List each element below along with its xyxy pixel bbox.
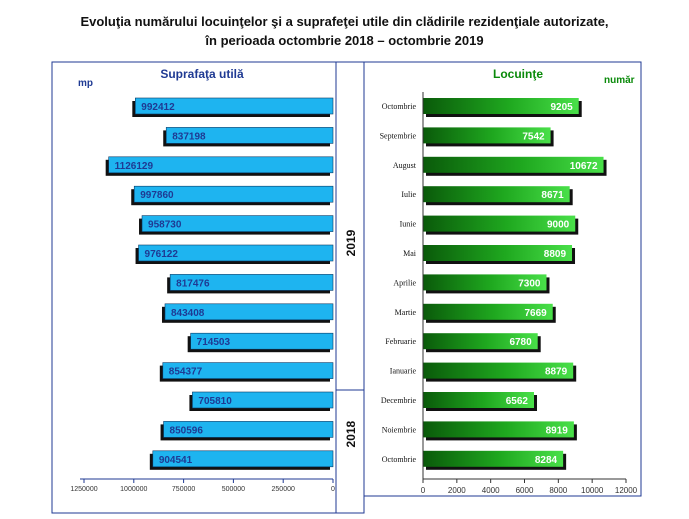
left-panel: Suprafaţa utilă mp 992412 837198 1126129 9978… — [70, 67, 335, 493]
chart-frame — [51, 61, 642, 514]
right-bar-label: 9000 — [547, 220, 570, 231]
right-bar-label: 7542 — [522, 131, 545, 142]
right-bar — [423, 186, 570, 203]
left-bar — [165, 127, 334, 144]
year-label: 2019 — [344, 229, 358, 256]
right-tick-label: 12000 — [615, 486, 638, 495]
right-tick-label: 0 — [421, 486, 426, 495]
right-panel-border — [363, 61, 642, 497]
category-label: Decembrie — [381, 396, 417, 405]
left-bar — [141, 215, 334, 232]
right-bar-label: 7669 — [524, 308, 547, 319]
category-label: Octombrie — [382, 102, 417, 111]
category-label: Mai — [403, 249, 417, 258]
right-unit-label: număr — [604, 75, 635, 86]
category-label: Septembrie — [380, 131, 417, 140]
chart-title-line2: în perioada octombrie 2018 – octombrie 2… — [205, 33, 484, 48]
right-bar-label: 6562 — [506, 396, 529, 407]
right-bar — [423, 392, 535, 408]
right-bar-label: 10672 — [570, 161, 598, 172]
left-bar-label: 714503 — [197, 337, 231, 348]
right-bar-label: 8879 — [545, 367, 568, 378]
right-bar — [423, 156, 604, 173]
left-bar-label: 958730 — [148, 220, 182, 231]
left-tick-label: 500000 — [222, 486, 245, 493]
right-bar-label: 6780 — [509, 337, 532, 348]
right-bar — [423, 333, 538, 350]
left-bar — [164, 303, 334, 321]
right-tick-label: 6000 — [516, 486, 534, 495]
left-bar-label: 850596 — [170, 425, 204, 436]
left-bar — [192, 391, 334, 409]
right-bar — [423, 127, 551, 144]
left-bar — [108, 156, 334, 174]
right-bar — [423, 450, 564, 467]
left-bar — [190, 332, 334, 350]
right-bar — [423, 98, 579, 114]
right-bar-label: 9205 — [550, 102, 573, 113]
left-bar — [135, 97, 334, 115]
left-bar — [163, 421, 334, 438]
left-bar-label: 1126129 — [115, 161, 154, 172]
left-panel-title: Suprafaţa utilă — [160, 67, 244, 81]
category-label: Noiembrie — [382, 425, 417, 434]
right-bar — [423, 303, 553, 320]
left-tick-label: 1000000 — [120, 486, 147, 493]
left-bar-label: 976122 — [145, 249, 179, 260]
left-bar — [162, 362, 334, 379]
right-bar — [423, 362, 574, 379]
right-tick-label: 4000 — [482, 486, 500, 495]
year-label: 2018 — [344, 420, 358, 447]
right-panel: Locuinţe număr 9205 Octombrie 7542 Septembrie… — [380, 67, 638, 495]
right-bar-label: 8671 — [541, 190, 564, 201]
left-tick-label: 250000 — [272, 486, 295, 493]
left-bar-label: 705810 — [198, 396, 232, 407]
left-tick-label: 0 — [331, 486, 335, 493]
left-bar — [133, 185, 334, 203]
right-tick-label: 2000 — [448, 486, 466, 495]
category-label: Februarie — [385, 337, 416, 346]
right-bar-label: 8919 — [546, 425, 569, 436]
right-tick-label: 8000 — [549, 486, 567, 495]
left-bar-label: 843408 — [171, 308, 205, 319]
right-bar-label: 8809 — [544, 249, 567, 260]
left-unit-label: mp — [78, 78, 93, 89]
right-bar — [423, 274, 547, 291]
right-bar-label: 8284 — [535, 455, 558, 466]
right-bar — [423, 421, 574, 438]
left-bar-label: 904541 — [159, 455, 193, 466]
category-label: Iunie — [400, 220, 417, 229]
category-label: Ianuarie — [390, 367, 417, 376]
left-tick-label: 1250000 — [70, 486, 97, 493]
left-bar — [152, 450, 334, 468]
right-bar — [423, 215, 576, 232]
right-panel-title: Locuinţe — [493, 67, 543, 81]
right-tick-label: 10000 — [581, 486, 604, 495]
left-tick-label: 750000 — [172, 486, 195, 493]
chart-title-line1: Evoluţia numărului locuinţelor şi a supr… — [80, 14, 609, 29]
left-bar — [169, 274, 334, 291]
right-bar-label: 7300 — [518, 278, 541, 289]
left-bar — [138, 244, 334, 262]
right-bar — [423, 245, 573, 261]
left-bar-label: 817476 — [176, 278, 210, 289]
category-label: Aprilie — [393, 278, 416, 287]
category-label: Martie — [395, 308, 417, 317]
left-bar-label: 997860 — [140, 190, 174, 201]
year-column: 2019 2018 — [336, 229, 364, 447]
category-label: Iulie — [401, 190, 416, 199]
left-bar-label: 854377 — [169, 367, 203, 378]
left-bar-label: 837198 — [172, 131, 206, 142]
category-label: Octombrie — [382, 455, 417, 464]
category-label: August — [393, 161, 417, 170]
left-bar-label: 992412 — [141, 102, 175, 113]
